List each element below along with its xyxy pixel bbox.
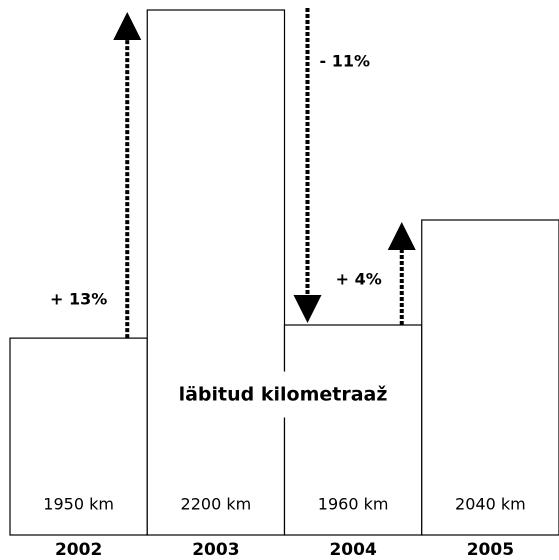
- value-label: 2200 km: [181, 495, 252, 514]
- bar: [421, 219, 559, 536]
- x-tick-label: 2002: [55, 540, 102, 560]
- value-label: 1960 km: [318, 495, 389, 514]
- bar: [283, 324, 423, 536]
- value-label: 1950 km: [43, 495, 114, 514]
- chart-title: läbitud kilometraaž: [179, 384, 388, 406]
- change-label: + 13%: [50, 290, 107, 309]
- bar: [9, 337, 148, 536]
- x-tick-label: 2005: [467, 540, 514, 560]
- bar: [146, 9, 286, 536]
- value-label: 2040 km: [455, 495, 526, 514]
- x-tick-label: 2003: [192, 540, 239, 560]
- arrow-head: [387, 222, 416, 250]
- change-label: + 4%: [336, 270, 382, 289]
- title-background: [168, 371, 398, 418]
- arrow-head: [293, 295, 322, 323]
- arrow-head: [113, 12, 142, 40]
- change-label: - 11%: [320, 52, 371, 71]
- x-tick-label: 2004: [329, 540, 376, 560]
